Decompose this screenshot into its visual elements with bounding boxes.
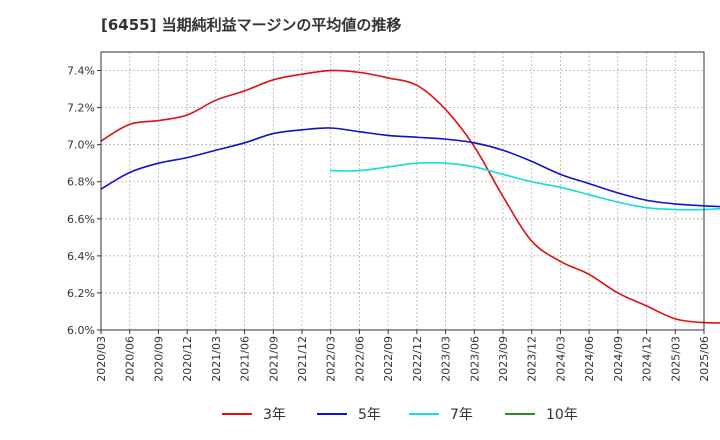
y-tick-label: 7.2% [67, 102, 95, 115]
x-axis: 2020/03 2020/06 2020/09 2020/12 2021/03 2021/… [95, 330, 711, 382]
x-tick-label: 2024/12 [641, 336, 654, 382]
legend-label-0: 3年 [263, 407, 286, 423]
x-tick-label: 2021/09 [267, 336, 280, 382]
y-tick-label: 6.2% [67, 287, 95, 300]
x-tick-label: 2023/03 [440, 336, 453, 382]
y-tick-label: 7.0% [67, 139, 95, 152]
series-lines [100, 69, 720, 324]
x-tick-label: 2025/03 [669, 336, 682, 382]
legend-label-3: 10年 [546, 407, 578, 423]
x-tick-label: 2023/09 [497, 336, 510, 382]
series-line-0 [100, 69, 720, 324]
x-tick-label: 2021/12 [296, 336, 309, 382]
chart-title: [6455] 当期純利益マージンの平均値の推移 [101, 16, 401, 34]
plot-frame [100, 51, 705, 331]
y-tick-label: 6.0% [67, 324, 95, 337]
y-tick-label: 6.6% [67, 213, 95, 226]
x-tick-label: 2021/03 [210, 336, 223, 382]
x-tick-label: 2020/06 [124, 336, 137, 382]
series-line-2 [329, 161, 720, 211]
x-tick-label: 2022/03 [325, 336, 338, 382]
y-axis: 6.0% 6.2% 6.4% 6.6% 6.8% 7.0% 7.2% 7.4% [67, 65, 101, 337]
x-tick-label: 2022/06 [353, 336, 366, 382]
x-tick-label: 2025/06 [698, 336, 711, 382]
x-tick-label: 2024/06 [583, 336, 596, 382]
grid [101, 52, 704, 330]
x-tick-label: 2023/06 [468, 336, 481, 382]
x-tick-label: 2023/12 [526, 336, 539, 382]
legend: 3年 5年 7年 10年 [222, 407, 578, 423]
x-tick-label: 2021/06 [239, 336, 252, 382]
series-line-1 [100, 127, 720, 208]
x-tick-label: 2024/03 [554, 336, 567, 382]
legend-label-1: 5年 [358, 407, 381, 423]
y-tick-label: 6.8% [67, 176, 95, 189]
x-tick-label: 2022/12 [411, 336, 424, 382]
x-tick-label: 2022/09 [382, 336, 395, 382]
x-tick-label: 2020/09 [152, 336, 165, 382]
x-tick-label: 2020/12 [181, 336, 194, 382]
y-tick-label: 6.4% [67, 250, 95, 263]
x-tick-label: 2024/09 [612, 336, 625, 382]
x-tick-label: 2020/03 [95, 336, 108, 382]
legend-label-2: 7年 [450, 407, 473, 423]
y-tick-label: 7.4% [67, 65, 95, 78]
